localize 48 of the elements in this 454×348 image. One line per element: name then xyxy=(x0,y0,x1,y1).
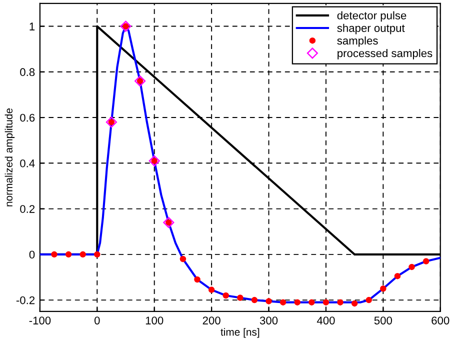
x-axis-title: time [ns] xyxy=(220,328,260,338)
point xyxy=(308,299,315,306)
point xyxy=(180,256,186,262)
point xyxy=(280,299,286,306)
point xyxy=(408,264,415,270)
point xyxy=(94,251,100,258)
point xyxy=(422,258,430,264)
legend-label: samples xyxy=(337,36,378,47)
point xyxy=(251,296,258,304)
point xyxy=(337,299,344,306)
point xyxy=(106,116,117,128)
point xyxy=(294,299,300,306)
point xyxy=(237,294,244,301)
y-tick-label: 0.8 xyxy=(20,68,35,76)
legend-label: processed samples xyxy=(338,48,432,60)
point xyxy=(194,276,200,283)
point xyxy=(322,299,330,306)
y-tick-label: 0.2 xyxy=(20,205,35,213)
y-tick-label: 1 xyxy=(30,22,35,30)
point xyxy=(266,298,272,304)
legend-label: shaper output xyxy=(337,24,405,34)
y-tick-label: 0 xyxy=(29,250,35,259)
point xyxy=(208,286,215,293)
point xyxy=(120,20,132,32)
point xyxy=(366,296,372,304)
point xyxy=(65,251,72,258)
x-tick-label: 500 xyxy=(374,316,392,324)
x-tick-label: 200 xyxy=(202,316,220,324)
point xyxy=(380,286,386,292)
y-axis-title: normalized amplitude xyxy=(4,108,15,206)
y-tick-label: 0.4 xyxy=(20,159,35,168)
point xyxy=(351,300,358,307)
point xyxy=(148,155,160,166)
legend-label: detector pulse xyxy=(337,11,406,22)
x-tick-label: 100 xyxy=(146,316,164,324)
y-tick-label: -0.2 xyxy=(16,296,35,304)
point xyxy=(163,216,174,228)
point xyxy=(80,251,86,258)
x-tick-label: 300 xyxy=(260,316,278,324)
x-tick-label: 0 xyxy=(94,316,100,324)
point xyxy=(51,251,58,258)
y-tick-label: 0.6 xyxy=(20,114,35,122)
x-tick-label: 600 xyxy=(432,316,450,324)
x-tick-label: -100 xyxy=(29,316,51,324)
point xyxy=(134,76,146,87)
x-tick-label: 400 xyxy=(316,316,335,324)
point xyxy=(394,272,401,280)
point xyxy=(222,292,229,299)
